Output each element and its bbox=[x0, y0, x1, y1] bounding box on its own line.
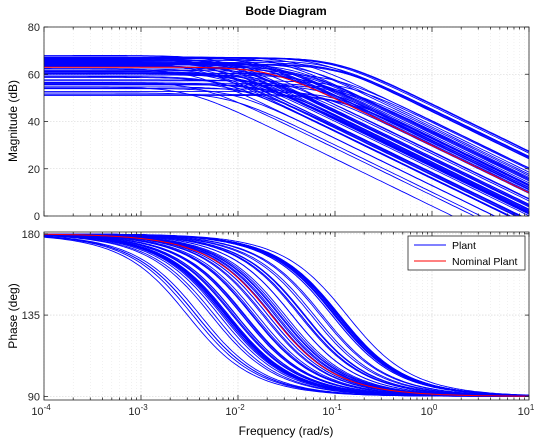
plant-magnitude-line bbox=[44, 79, 529, 202]
plant-magnitude-line bbox=[44, 84, 529, 178]
plant-magnitude-line bbox=[44, 68, 496, 216]
frequency-xlabel: Frequency (rad/s) bbox=[239, 424, 334, 438]
plant-magnitude-line bbox=[44, 64, 529, 158]
plant-magnitude-line bbox=[44, 54, 529, 205]
plant-magnitude-line bbox=[44, 72, 529, 169]
plant-magnitude-line bbox=[44, 71, 529, 216]
plant-magnitude-line bbox=[44, 62, 529, 173]
plant-magnitude-line bbox=[44, 82, 529, 177]
plant-magnitude-line bbox=[44, 65, 529, 214]
x-tick-label: 101 bbox=[518, 403, 535, 418]
x-tick-label: 10-3 bbox=[128, 403, 148, 418]
magnitude-panel: 0 20 40 60 80 Magnitude (dB) bbox=[6, 22, 530, 223]
plant-magnitude-line bbox=[44, 86, 521, 216]
magnitude-y-tick-label: 0 bbox=[34, 211, 40, 223]
nominal-plant-magnitude-line bbox=[44, 66, 529, 194]
legend-label-plant: Plant bbox=[452, 240, 476, 252]
phase-lines bbox=[44, 233, 529, 397]
plant-magnitude-line bbox=[44, 82, 476, 216]
magnitude-ylabel: Magnitude (dB) bbox=[6, 80, 20, 162]
nominal-plant-phase-line bbox=[44, 233, 529, 397]
plant-magnitude-line bbox=[44, 76, 510, 216]
plant-magnitude-line bbox=[44, 83, 529, 212]
plant-magnitude-line bbox=[44, 91, 529, 187]
plant-magnitude-line bbox=[44, 88, 529, 194]
plant-phase-line bbox=[44, 233, 529, 397]
phase-panel: 90 135 180 10-4 10-3 10-2 10-1 100 101 Phase (de… bbox=[6, 229, 535, 418]
x-tick-label: 10-1 bbox=[322, 403, 342, 418]
phase-y-tick-label: 90 bbox=[28, 391, 40, 403]
plant-magnitude-line bbox=[44, 87, 496, 216]
magnitude-ticks: 0 20 40 60 80 bbox=[28, 22, 530, 223]
legend: Plant Nominal Plant bbox=[407, 235, 526, 271]
legend-label-nominal-plant: Nominal Plant bbox=[452, 256, 517, 268]
plant-magnitude-line bbox=[44, 80, 529, 170]
phase-y-tick-label: 135 bbox=[22, 310, 40, 322]
plant-magnitude-line bbox=[44, 93, 529, 188]
phase-axes-frame bbox=[43, 231, 530, 401]
chart-title: Bode Diagram bbox=[245, 4, 326, 18]
plant-magnitude-line bbox=[44, 92, 482, 216]
phase-y-tick-label: 180 bbox=[22, 229, 40, 241]
plant-magnitude-line bbox=[44, 56, 529, 192]
legend-box bbox=[407, 235, 526, 271]
plant-magnitude-line bbox=[44, 68, 529, 181]
magnitude-y-tick-label: 80 bbox=[28, 22, 40, 34]
plant-phase-line bbox=[44, 233, 529, 396]
magnitude-lines bbox=[44, 54, 529, 216]
plant-magnitude-line bbox=[44, 60, 529, 157]
x-tick-label: 10-2 bbox=[225, 403, 245, 418]
x-tick-label: 10-4 bbox=[31, 403, 51, 418]
plant-magnitude-line bbox=[44, 58, 529, 200]
x-tick-label: 100 bbox=[421, 403, 438, 418]
plant-magnitude-line bbox=[44, 59, 529, 208]
magnitude-y-tick-label: 40 bbox=[28, 117, 40, 129]
phase-ylabel: Phase (deg) bbox=[6, 283, 20, 348]
magnitude-y-tick-label: 20 bbox=[28, 164, 40, 176]
magnitude-y-tick-label: 60 bbox=[28, 69, 40, 81]
plant-phase-line bbox=[44, 236, 529, 397]
plant-magnitude-line bbox=[44, 86, 454, 216]
